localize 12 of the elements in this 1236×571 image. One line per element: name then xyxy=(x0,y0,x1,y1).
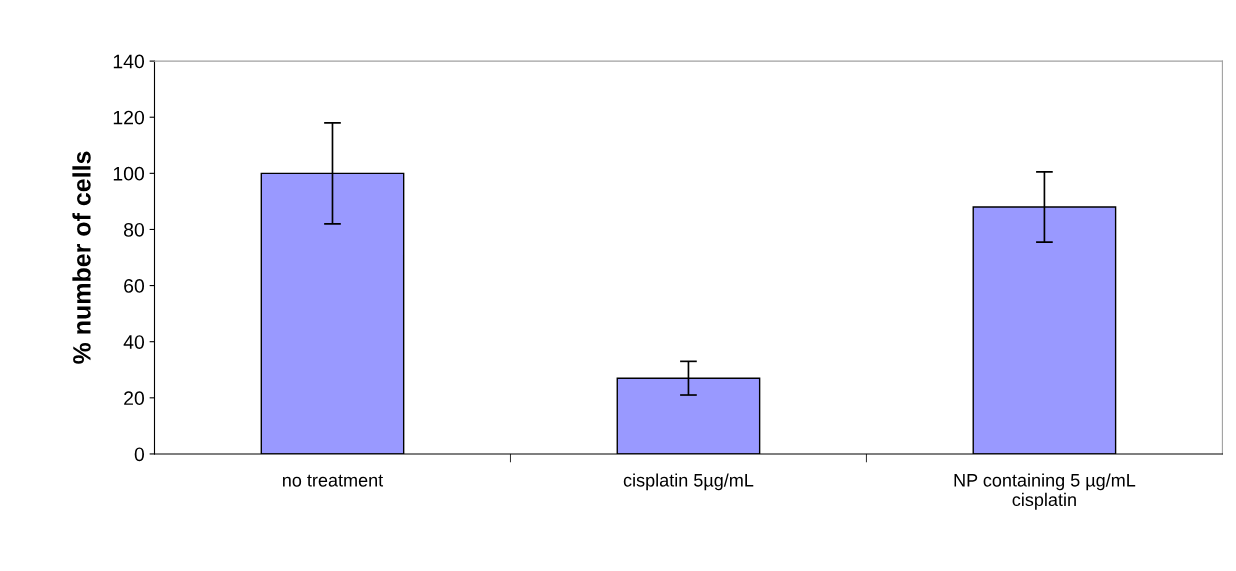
x-tick-label: cisplatin 5µg/mL xyxy=(623,473,754,491)
y-tick-label: 60 xyxy=(124,279,145,293)
y-tick-label: 20 xyxy=(124,391,145,406)
y-tick-label: 80 xyxy=(124,222,145,237)
y-axis-title: % number of cells xyxy=(72,151,91,364)
x-tick-label: no treatment xyxy=(283,474,384,487)
y-tick-label: 140 xyxy=(113,54,145,69)
y-tick-label: 100 xyxy=(113,166,145,181)
y-tick-label: 0 xyxy=(134,447,145,462)
y-tick-label: 120 xyxy=(113,110,145,125)
y-tick-label: 40 xyxy=(123,335,145,349)
x-tick-label: NP containing 5 µg/mL cisplatin xyxy=(954,473,1136,510)
